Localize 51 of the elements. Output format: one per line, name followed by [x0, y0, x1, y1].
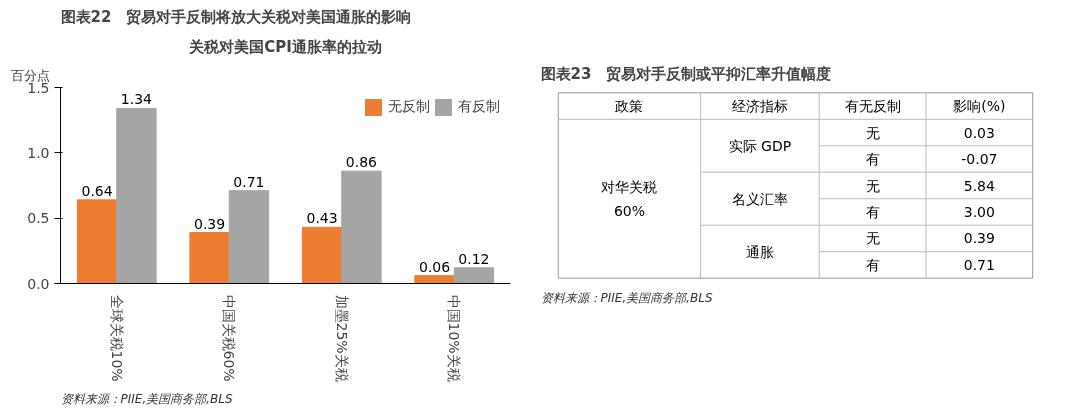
text: 对华关税 60%: [601, 178, 658, 219]
text: 图表23 贸易对手反制或平抑汇率升值幅度: [540, 64, 832, 83]
text: -0.07: [961, 151, 998, 168]
data-label: 0.06: [418, 258, 451, 275]
chart-title: 图表22 贸易对手反制将放大关税对美国通胀的影响: [60, 7, 412, 26]
bar: [301, 226, 343, 284]
text: 资料来源：PIIE,美国商务部,BLS: [540, 290, 713, 305]
category-label: 影响(%): [953, 98, 1006, 115]
category-label: 经济指标: [731, 98, 788, 115]
text: 0.39: [963, 230, 995, 247]
text: 通胀: [745, 243, 774, 260]
text: 无: [865, 177, 880, 194]
data-label: 1.34: [120, 91, 153, 108]
bar: [453, 267, 495, 284]
bar: [76, 199, 118, 284]
chart-subtitle: 关税对美国CPI通胀率的拉动: [188, 37, 382, 56]
category-label: 有无反制: [844, 98, 901, 115]
text: 有: [865, 203, 880, 220]
data-label: 0.39: [193, 215, 226, 232]
text: 0.71: [963, 256, 995, 273]
text: 无: [865, 124, 880, 141]
y-tick-label: 0.0: [27, 275, 50, 292]
legend-label: 有反制: [458, 98, 500, 116]
bar: [116, 107, 157, 284]
text: 5.84: [963, 177, 995, 194]
x-tick-label: 中国关税60%: [221, 294, 238, 382]
y-tick-label: 0.5: [27, 210, 50, 227]
data-label: 0.64: [81, 182, 113, 199]
text: 有: [865, 151, 880, 168]
x-tick-label: 中国10%关税: [446, 294, 463, 382]
text: 3.00: [963, 203, 995, 220]
data-label: 0.71: [233, 173, 265, 190]
bar: [341, 170, 382, 284]
y-tick-label: 1.0: [27, 144, 50, 161]
x-tick-label: 全球关税10%: [108, 294, 125, 382]
text: 0.03: [963, 124, 995, 141]
x-tick-label: 加墨25%关税: [333, 294, 350, 382]
text: 实际 GDP: [728, 137, 792, 154]
y-axis-title: 百分点: [10, 67, 50, 83]
text: 资料来源：PIIE,美国商务部,BLS: [60, 391, 233, 406]
bar: [228, 190, 270, 284]
bar: [414, 275, 455, 284]
data-label: 0.43: [306, 210, 338, 227]
bar: [189, 232, 230, 284]
category-label: 政策: [615, 98, 644, 115]
text: 名义汇率: [731, 190, 788, 207]
data-label: 0.12: [458, 250, 490, 267]
legend-label: 无反制: [388, 98, 430, 116]
data-label: 0.86: [345, 154, 378, 171]
text: 有: [865, 256, 880, 273]
text: 无: [865, 230, 880, 247]
